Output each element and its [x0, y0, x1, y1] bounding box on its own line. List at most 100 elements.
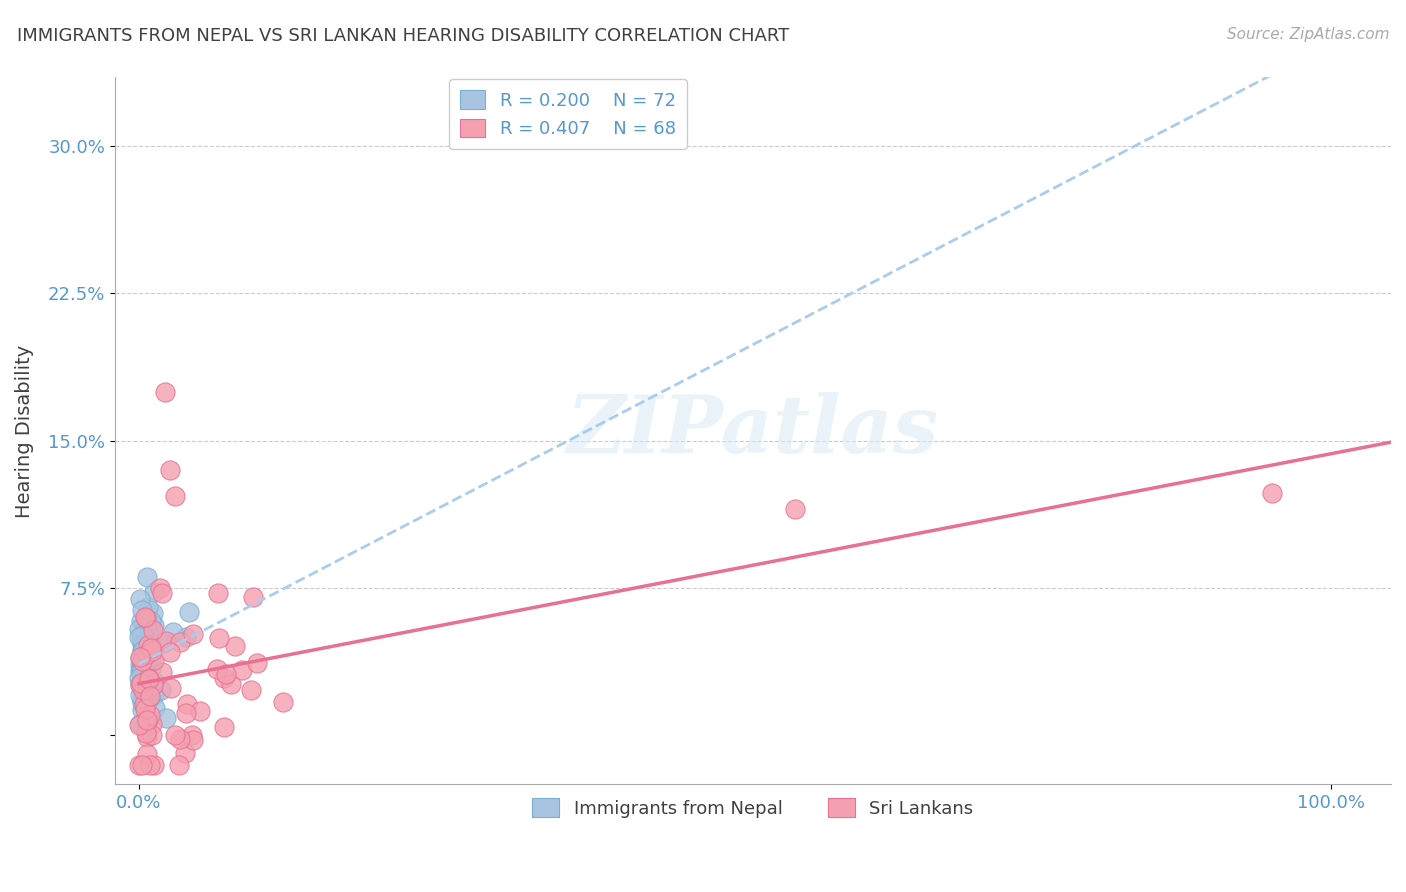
Point	[181, 733, 204, 747]
Point	[215, 667, 238, 681]
Point	[128, 757, 150, 772]
Point	[142, 623, 165, 637]
Point	[143, 618, 166, 632]
Point	[131, 696, 153, 710]
Point	[129, 717, 152, 731]
Point	[142, 677, 165, 691]
Point	[138, 659, 160, 673]
Point	[131, 662, 153, 676]
Point	[128, 622, 150, 636]
Point	[139, 661, 162, 675]
Point	[129, 652, 152, 666]
Point	[132, 644, 155, 658]
Point	[129, 674, 152, 689]
Point	[152, 635, 174, 649]
Point	[134, 632, 156, 647]
Point	[219, 677, 242, 691]
Point	[131, 703, 153, 717]
Point	[131, 757, 153, 772]
Point	[131, 684, 153, 698]
Point	[224, 640, 246, 654]
Point	[129, 676, 152, 690]
Point	[129, 614, 152, 628]
Point	[162, 624, 184, 639]
Point	[128, 677, 150, 691]
Point	[129, 678, 152, 692]
Point	[136, 719, 159, 733]
Point	[159, 645, 181, 659]
Point	[135, 665, 157, 680]
Point	[136, 626, 159, 640]
Point	[136, 675, 159, 690]
Text: IMMIGRANTS FROM NEPAL VS SRI LANKAN HEARING DISABILITY CORRELATION CHART: IMMIGRANTS FROM NEPAL VS SRI LANKAN HEAR…	[17, 27, 789, 45]
Point	[132, 683, 155, 698]
Point	[155, 634, 177, 648]
Point	[141, 728, 163, 742]
Point	[139, 636, 162, 650]
Point	[135, 713, 157, 727]
Point	[134, 640, 156, 655]
Point	[205, 662, 228, 676]
Point	[136, 747, 159, 762]
Point	[141, 644, 163, 658]
Point	[129, 664, 152, 678]
Point	[136, 714, 159, 728]
Text: ZIPatlas: ZIPatlas	[567, 392, 939, 470]
Point	[181, 627, 204, 641]
Point	[271, 695, 294, 709]
Point	[129, 630, 152, 644]
Point	[135, 686, 157, 700]
Point	[131, 651, 153, 665]
Point	[138, 672, 160, 686]
Point	[135, 615, 157, 630]
Point	[169, 635, 191, 649]
Point	[135, 620, 157, 634]
Legend: Immigrants from Nepal, Sri Lankans: Immigrants from Nepal, Sri Lankans	[526, 791, 981, 825]
Point	[207, 586, 229, 600]
Point	[134, 711, 156, 725]
Point	[139, 757, 162, 772]
Point	[181, 728, 204, 742]
Point	[129, 591, 152, 606]
Point	[176, 697, 198, 711]
Point	[131, 627, 153, 641]
Point	[131, 637, 153, 651]
Point	[188, 704, 211, 718]
Point	[136, 638, 159, 652]
Point	[239, 683, 262, 698]
Point	[783, 502, 806, 516]
Point	[143, 689, 166, 703]
Point	[143, 701, 166, 715]
Point	[132, 665, 155, 679]
Point	[212, 671, 235, 685]
Point	[142, 678, 165, 692]
Point	[141, 641, 163, 656]
Point	[128, 630, 150, 644]
Point	[163, 728, 186, 742]
Point	[143, 585, 166, 599]
Point	[174, 746, 197, 760]
Point	[134, 609, 156, 624]
Point	[136, 599, 159, 614]
Point	[142, 653, 165, 667]
Point	[131, 664, 153, 678]
Point	[132, 638, 155, 652]
Point	[129, 688, 152, 702]
Point	[134, 679, 156, 693]
Point	[135, 665, 157, 679]
Point	[152, 586, 174, 600]
Point	[143, 757, 166, 772]
Point	[132, 647, 155, 661]
Point	[246, 657, 269, 671]
Point	[163, 489, 186, 503]
Point	[136, 695, 159, 709]
Point	[139, 615, 162, 629]
Point	[1261, 486, 1284, 500]
Point	[129, 662, 152, 676]
Point	[150, 683, 173, 698]
Point	[212, 720, 235, 734]
Point	[159, 681, 181, 696]
Point	[141, 716, 163, 731]
Point	[132, 647, 155, 661]
Point	[208, 631, 231, 645]
